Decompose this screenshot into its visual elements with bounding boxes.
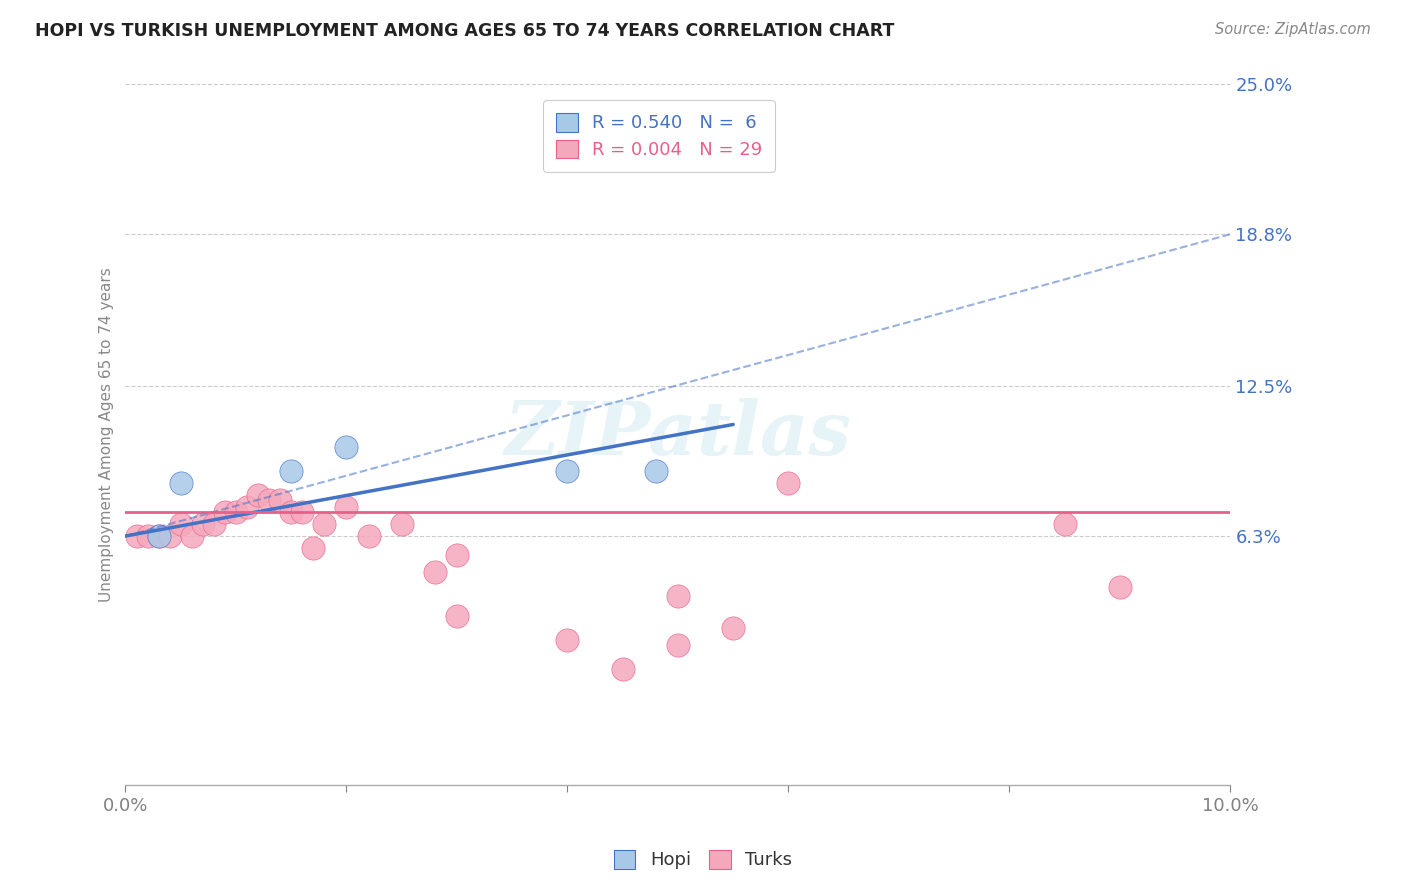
Point bbox=[236, 500, 259, 514]
Legend: Hopi, Turks: Hopi, Turks bbox=[605, 841, 801, 879]
Point bbox=[557, 464, 579, 478]
Point bbox=[202, 516, 225, 531]
Point bbox=[159, 529, 181, 543]
Point bbox=[136, 529, 159, 543]
Point bbox=[180, 529, 202, 543]
Point bbox=[148, 529, 170, 543]
Text: ZIPatlas: ZIPatlas bbox=[505, 399, 852, 471]
Point bbox=[191, 516, 214, 531]
Point bbox=[391, 516, 413, 531]
Point bbox=[644, 464, 666, 478]
Point bbox=[247, 488, 270, 502]
Point bbox=[666, 638, 689, 652]
Point bbox=[721, 621, 744, 635]
Point bbox=[335, 440, 357, 454]
Y-axis label: Unemployment Among Ages 65 to 74 years: Unemployment Among Ages 65 to 74 years bbox=[100, 268, 114, 602]
Point bbox=[148, 529, 170, 543]
Point bbox=[423, 566, 446, 580]
Point bbox=[269, 492, 291, 507]
Point bbox=[1109, 580, 1132, 594]
Text: Source: ZipAtlas.com: Source: ZipAtlas.com bbox=[1215, 22, 1371, 37]
Point bbox=[557, 632, 579, 647]
Point bbox=[214, 505, 236, 519]
Point bbox=[280, 505, 302, 519]
Point bbox=[302, 541, 325, 555]
Point bbox=[280, 464, 302, 478]
Text: HOPI VS TURKISH UNEMPLOYMENT AMONG AGES 65 TO 74 YEARS CORRELATION CHART: HOPI VS TURKISH UNEMPLOYMENT AMONG AGES … bbox=[35, 22, 894, 40]
Legend: R = 0.540   N =  6, R = 0.004   N = 29: R = 0.540 N = 6, R = 0.004 N = 29 bbox=[543, 101, 775, 171]
Point bbox=[1053, 516, 1076, 531]
Point bbox=[170, 516, 193, 531]
Point bbox=[357, 529, 380, 543]
Point bbox=[125, 529, 148, 543]
Point bbox=[446, 608, 468, 623]
Point bbox=[335, 500, 357, 514]
Point bbox=[257, 492, 280, 507]
Point bbox=[291, 505, 314, 519]
Point bbox=[778, 475, 800, 490]
Point bbox=[666, 590, 689, 604]
Point bbox=[225, 505, 247, 519]
Point bbox=[612, 662, 634, 676]
Point bbox=[314, 516, 336, 531]
Point bbox=[170, 475, 193, 490]
Point bbox=[446, 549, 468, 563]
